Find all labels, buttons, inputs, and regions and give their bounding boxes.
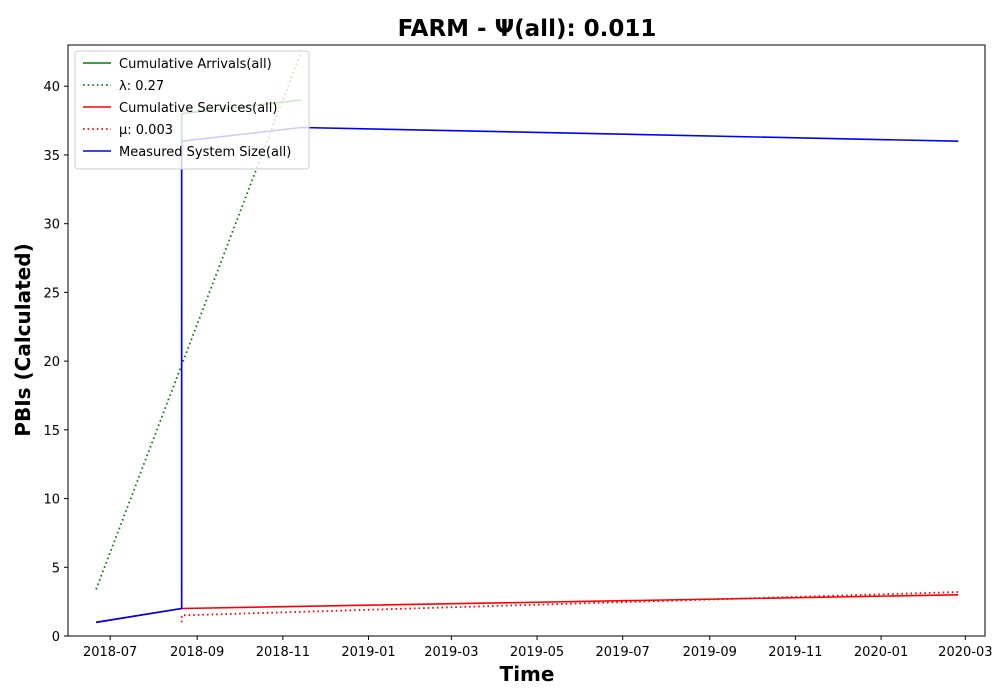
series-line-4 bbox=[180, 591, 959, 623]
y-tick-label: 40 bbox=[43, 80, 60, 95]
x-tick-label: 2018-09 bbox=[170, 645, 224, 660]
legend-box bbox=[74, 50, 310, 170]
plot-frame bbox=[67, 44, 986, 637]
legend-label: λ: 0.27 bbox=[119, 79, 164, 94]
y-tick-label: 20 bbox=[43, 355, 60, 370]
chart-title: FARM - Ψ(all): 0.011 bbox=[398, 16, 657, 42]
legend-label: Cumulative Services(all) bbox=[119, 101, 277, 116]
y-tick-label: 30 bbox=[43, 218, 60, 233]
x-tick-label: 2019-11 bbox=[768, 645, 822, 660]
y-tick-label: 15 bbox=[43, 424, 60, 439]
x-tick-label: 2019-09 bbox=[683, 645, 737, 660]
legend-label: μ: 0.003 bbox=[119, 123, 173, 138]
y-tick-label: 10 bbox=[43, 493, 60, 508]
x-tick-label: 2018-11 bbox=[256, 645, 310, 660]
y-axis-label: PBIs (Calculated) bbox=[11, 243, 35, 436]
x-tick-label: 2020-01 bbox=[854, 645, 908, 660]
y-tick-label: 5 bbox=[52, 561, 60, 576]
y-tick-label: 35 bbox=[43, 149, 60, 164]
x-tick-label: 2019-07 bbox=[596, 645, 650, 660]
legend-label: Cumulative Arrivals(all) bbox=[119, 57, 272, 72]
y-tick-label: 0 bbox=[52, 630, 60, 645]
x-tick-label: 2019-01 bbox=[341, 645, 395, 660]
x-tick-label: 2019-03 bbox=[424, 645, 478, 660]
plot-area: Cumulative Arrivals(all) λ: 0.27 Cumulativ… bbox=[43, 44, 993, 660]
x-tick-label: 2018-07 bbox=[83, 645, 137, 660]
y-tick-label: 25 bbox=[43, 286, 60, 301]
legend: Cumulative Arrivals(all) λ: 0.27 Cumulativ… bbox=[74, 50, 310, 170]
x-tick-label: 2019-05 bbox=[510, 645, 564, 660]
axis-ticks: 2018-07 2018-09 2018-11 2019-01 2019-03 2019-… bbox=[43, 80, 992, 660]
legend-label: Measured System Size(all) bbox=[119, 145, 291, 160]
x-tick-label: 2020-03 bbox=[938, 645, 992, 660]
x-axis-label: Time bbox=[500, 662, 555, 686]
